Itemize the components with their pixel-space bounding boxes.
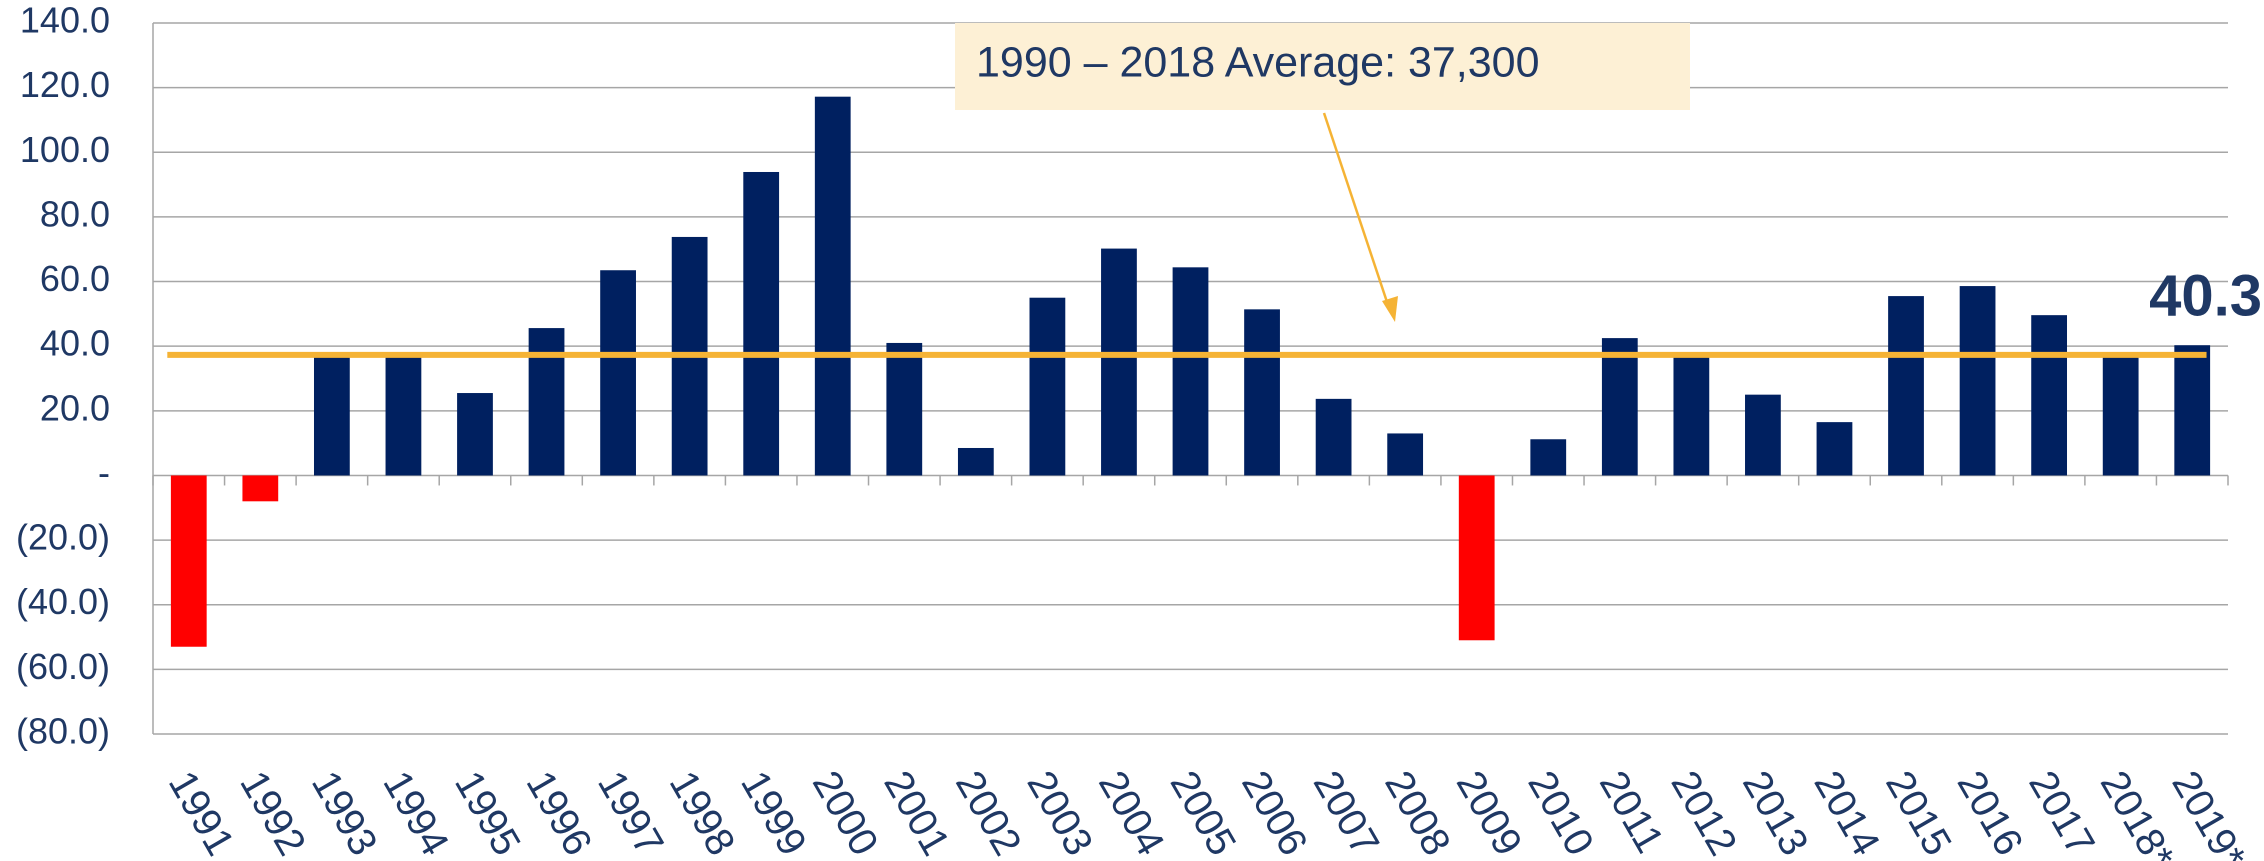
annotation: 1990 – 2018 Average: 37,300	[976, 38, 1540, 86]
bar	[1888, 296, 1924, 476]
y-tick-label: 100.0	[20, 129, 110, 170]
bar	[385, 355, 422, 476]
x-tick-label: 2009	[1448, 764, 1531, 861]
bar	[1530, 439, 1567, 476]
bar	[2174, 345, 2211, 476]
bar	[1387, 433, 1424, 476]
bar	[600, 270, 636, 476]
data-label: 40.3	[2149, 263, 2262, 328]
x-tick-label: 1997	[589, 764, 672, 861]
bar	[1601, 338, 1638, 476]
x-tick-label: 1994	[374, 764, 457, 861]
y-tick-label: 80.0	[40, 193, 110, 234]
bar	[957, 447, 994, 476]
bar	[1458, 475, 1495, 641]
bar	[528, 328, 565, 476]
x-tick-label: 2007	[1305, 764, 1388, 861]
bar	[1172, 267, 1209, 476]
x-tick-label: 2010	[1519, 764, 1602, 861]
annotation-box	[955, 23, 1690, 110]
x-tick-label: 2014	[1806, 764, 1889, 861]
bar	[2102, 355, 2139, 476]
bar	[457, 393, 493, 476]
x-tick-label: 1999	[732, 764, 815, 861]
y-tick-label: -	[98, 452, 110, 493]
x-tick-label: 2011	[1591, 764, 1672, 860]
bar	[2031, 315, 2068, 476]
x-tick-label: 1996	[518, 764, 601, 861]
x-tick-label: 1992	[231, 764, 314, 861]
bar	[1745, 394, 1781, 476]
bar	[886, 342, 923, 476]
x-tick-label: 1998	[661, 764, 744, 861]
x-tick-label: 2018*	[2092, 764, 2182, 861]
x-tick-label: 2004	[1090, 764, 1173, 861]
bar	[1816, 422, 1853, 476]
x-tick-label: 2008	[1376, 764, 1459, 861]
x-tick-label: 1995	[446, 764, 529, 861]
x-tick-label: 2003	[1018, 764, 1101, 861]
annotation-arrow	[1322, 112, 1391, 309]
x-tick-label: 2005	[1162, 764, 1245, 861]
y-tick-label: (40.0)	[16, 581, 110, 622]
x-tick-label: 2000	[804, 764, 887, 861]
bar	[1673, 356, 1710, 476]
y-tick-label: (80.0)	[16, 711, 110, 752]
y-tick-label: 60.0	[40, 258, 110, 299]
bar	[814, 96, 851, 476]
bar	[313, 355, 350, 476]
bar	[1029, 297, 1066, 476]
y-tick-label: 120.0	[20, 64, 110, 105]
x-tick-label: 2017	[2020, 764, 2103, 861]
arrow-head	[1382, 296, 1398, 322]
y-tick-label: (20.0)	[16, 517, 110, 558]
x-tick-label: 2006	[1233, 764, 1316, 861]
x-tick-label: 2015	[1877, 764, 1960, 861]
x-tick-label: 2013	[1734, 764, 1817, 861]
bar	[1101, 248, 1137, 476]
x-tick-label: 2001	[875, 764, 958, 861]
bar	[1244, 309, 1280, 476]
x-tick-label: 2016	[1949, 764, 2032, 861]
bar	[242, 475, 279, 502]
y-tick-label: 140.0	[20, 0, 110, 41]
bar	[170, 475, 207, 647]
bar	[1315, 398, 1352, 476]
x-tick-label: 1993	[303, 764, 386, 861]
x-tick-label: 2002	[947, 764, 1030, 861]
x-tick-label: 2012	[1662, 764, 1745, 861]
bar	[1959, 286, 1996, 476]
y-tick-label: (60.0)	[16, 646, 110, 687]
y-tick-label: 20.0	[40, 387, 110, 428]
x-tick-label: 1991	[160, 764, 243, 861]
y-tick-label: 40.0	[40, 323, 110, 364]
bar	[743, 171, 780, 476]
